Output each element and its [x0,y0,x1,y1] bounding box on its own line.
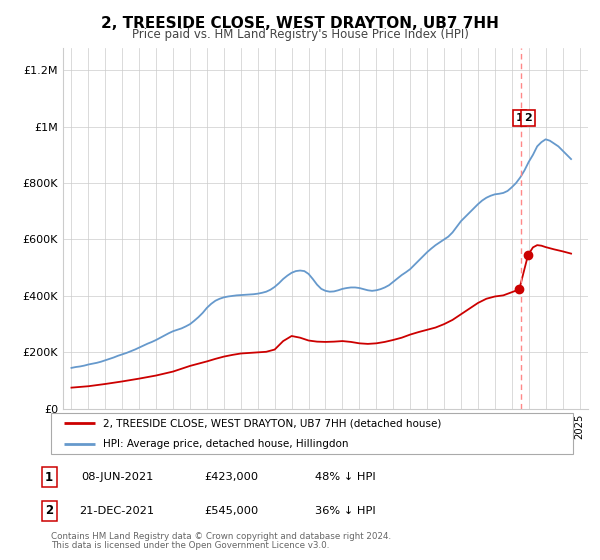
Text: HPI: Average price, detached house, Hillingdon: HPI: Average price, detached house, Hill… [103,438,349,449]
Text: 2: 2 [45,504,53,517]
Text: 1: 1 [515,113,523,123]
Text: 08-JUN-2021: 08-JUN-2021 [81,472,153,482]
Text: 1: 1 [45,470,53,484]
Text: £423,000: £423,000 [204,472,258,482]
Text: 21-DEC-2021: 21-DEC-2021 [79,506,155,516]
Text: Price paid vs. HM Land Registry's House Price Index (HPI): Price paid vs. HM Land Registry's House … [131,28,469,41]
Text: Contains HM Land Registry data © Crown copyright and database right 2024.: Contains HM Land Registry data © Crown c… [51,532,391,541]
Text: 2, TREESIDE CLOSE, WEST DRAYTON, UB7 7HH: 2, TREESIDE CLOSE, WEST DRAYTON, UB7 7HH [101,16,499,31]
Text: This data is licensed under the Open Government Licence v3.0.: This data is licensed under the Open Gov… [51,541,329,550]
Text: 36% ↓ HPI: 36% ↓ HPI [314,506,376,516]
Text: 2: 2 [524,113,532,123]
Text: 48% ↓ HPI: 48% ↓ HPI [314,472,376,482]
FancyBboxPatch shape [51,413,573,454]
Text: £545,000: £545,000 [204,506,258,516]
Text: 2, TREESIDE CLOSE, WEST DRAYTON, UB7 7HH (detached house): 2, TREESIDE CLOSE, WEST DRAYTON, UB7 7HH… [103,418,442,428]
